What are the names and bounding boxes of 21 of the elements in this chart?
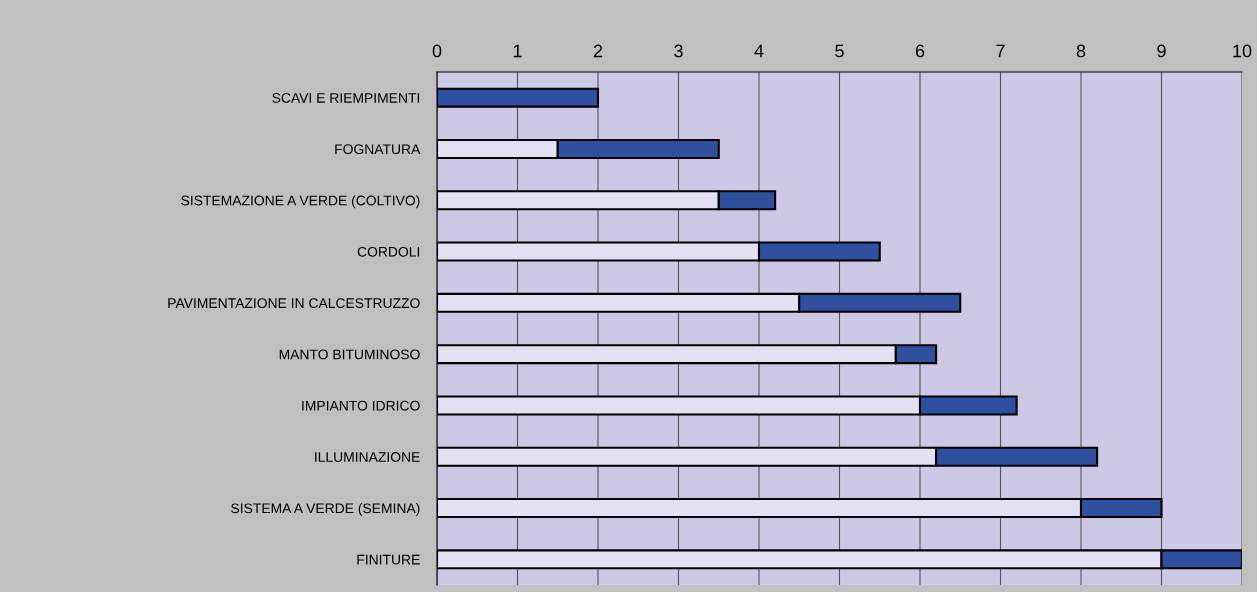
x-tick-label: 9	[1157, 44, 1166, 58]
y-tick-label: ILLUMINAZIONE	[315, 452, 420, 462]
y-tick-label: FOGNATURA	[335, 144, 421, 155]
y-tick-label: SCAVI E RIEMPIMENTI	[272, 92, 420, 103]
y-tick-label: SISTEMAZIONE A VERDE (COLTIVO)	[181, 195, 420, 209]
x-tick-label: 7	[996, 44, 1005, 58]
x-tick-label: 8	[1076, 44, 1086, 58]
y-tick-label: FINITURE	[357, 554, 420, 565]
x-tick-label: 5	[835, 44, 844, 58]
y-tick-label: SISTEMA A VERDE (SEMINA)	[231, 503, 420, 516]
y-tick-label: PAVIMENTAZIONE IN CALCESTRUZZO	[168, 298, 420, 309]
x-tick-label: 3	[674, 44, 683, 58]
x-tick-label: 1	[513, 44, 522, 58]
x-tick-label: 4	[754, 44, 764, 58]
x-tick-label: 0	[432, 44, 442, 58]
x-tick-label: 6	[915, 44, 925, 58]
y-tick-label: MANTO BITUMINOSO	[279, 349, 420, 360]
y-tick-label: IMPIANTO IDRICO	[302, 400, 420, 411]
x-tick-label: 10	[1233, 44, 1252, 58]
x-tick-label: 2	[593, 44, 603, 58]
y-tick-label: CORDOLI	[357, 246, 420, 257]
